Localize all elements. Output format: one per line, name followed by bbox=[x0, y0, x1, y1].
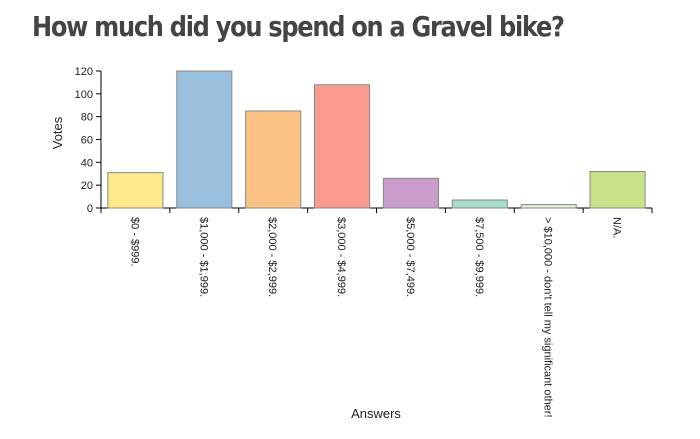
x-tick-label: $0 - $999. bbox=[128, 217, 140, 267]
x-tick-label: > $10,000 - don't tell my significant ot… bbox=[542, 217, 554, 418]
x-tick-label: $5,000 - $7,499. bbox=[404, 217, 416, 297]
bar[interactable] bbox=[176, 70, 233, 209]
bar[interactable] bbox=[589, 170, 646, 209]
bar[interactable] bbox=[451, 199, 508, 209]
y-tick-label: 40 bbox=[81, 157, 93, 169]
y-axis: 0 20 40 60 80 100 120 bbox=[75, 66, 102, 215]
bars bbox=[107, 70, 646, 209]
y-tick-label: 60 bbox=[81, 135, 93, 147]
x-tick-label: $7,500 - $9,999. bbox=[473, 217, 485, 297]
x-tick-label: $2,000 - $2,999. bbox=[266, 217, 278, 297]
bar[interactable] bbox=[245, 110, 302, 209]
x-tick-label: N/A. bbox=[611, 217, 623, 238]
bar[interactable] bbox=[107, 172, 164, 209]
bar[interactable] bbox=[314, 84, 371, 209]
y-tick-label: 120 bbox=[75, 66, 93, 78]
y-tick-label: 100 bbox=[75, 89, 93, 101]
x-tick-label: $1,000 - $1,999. bbox=[197, 217, 209, 297]
page-title: How much did you spend on a Gravel bike? bbox=[32, 10, 565, 43]
x-axis-title: Answers bbox=[351, 406, 401, 421]
x-axis: $0 - $999. $1,000 - $1,999. $2,000 - $2,99… bbox=[100, 207, 653, 418]
y-tick-label: 80 bbox=[81, 112, 93, 124]
y-tick-label: 0 bbox=[87, 203, 93, 215]
y-axis-title: Votes bbox=[50, 116, 65, 149]
x-tick-label: $3,000 - $4,999. bbox=[335, 217, 347, 297]
y-tick-label: 20 bbox=[81, 180, 93, 192]
bar[interactable] bbox=[520, 204, 577, 209]
bar[interactable] bbox=[382, 177, 439, 209]
